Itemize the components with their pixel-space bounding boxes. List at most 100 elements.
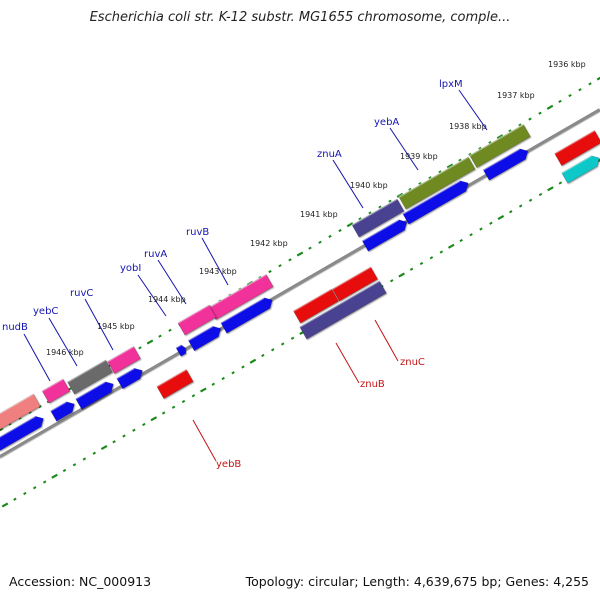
- tick-mark-top: [458, 158, 462, 162]
- kbp-label: 1940 kbp: [350, 181, 388, 190]
- cds-arrow-highlight: [116, 367, 135, 380]
- gene-block-nudb-highlight: [41, 378, 64, 392]
- kbp-label: 1941 kbp: [300, 210, 338, 219]
- topology-text: Topology: circular; Length: 4,639,675 bp…: [245, 574, 589, 589]
- gene-block-znua: [351, 198, 405, 238]
- gene-block-znuc-2-highlight: [292, 288, 333, 312]
- tick-mark-bottom: [280, 342, 285, 346]
- gene-label-nudb[interactable]: nudB: [2, 322, 28, 333]
- tick-mark-bottom: [538, 192, 543, 197]
- tick-mark-bottom: [221, 376, 225, 381]
- gene-label-yobi[interactable]: yobI: [120, 263, 141, 274]
- tick-mark-bottom: [419, 261, 424, 266]
- gene-label-yeba[interactable]: yebA: [374, 117, 399, 128]
- gene-block-yebc-highlight: [66, 359, 107, 383]
- tick-mark-bottom: [290, 336, 295, 340]
- tick-mark-top: [328, 234, 332, 238]
- tick-mark-top: [446, 163, 454, 169]
- tick-mark-bottom: [469, 233, 473, 237]
- tick-mark-bottom: [518, 204, 523, 208]
- tick-mark-top: [246, 280, 254, 286]
- cds-arrow: [187, 325, 222, 352]
- gene-label-znua[interactable]: znuA: [317, 149, 342, 160]
- leader-line: [389, 127, 419, 171]
- tick-mark-top: [568, 94, 572, 98]
- cds-arrow-highlight: [187, 325, 214, 342]
- tick-mark-top: [18, 416, 22, 420]
- gene-block-yebb-highlight: [156, 368, 187, 388]
- gene-block-yebb: [156, 368, 194, 400]
- tick-mark-bottom: [191, 394, 196, 398]
- tick-mark-top: [0, 427, 4, 432]
- gene-block-ruvc: [107, 345, 141, 375]
- tick-mark-bottom: [398, 272, 405, 278]
- gene-block-left-highlight: [0, 393, 34, 415]
- gene-label-lpxm[interactable]: lpxM: [439, 79, 463, 90]
- leader-line: [335, 342, 360, 384]
- tick-mark-bottom: [132, 428, 136, 432]
- tick-mark-bottom: [51, 473, 58, 479]
- gene-block-znub: [299, 280, 387, 340]
- gene-label-ruvc[interactable]: ruvC: [70, 288, 93, 299]
- tick-mark-bottom: [23, 491, 27, 496]
- gene-block-ruva-highlight: [177, 304, 210, 324]
- tick-mark-top: [296, 251, 304, 257]
- cds-arrow-highlight: [0, 415, 36, 438]
- leader-line: [458, 89, 488, 131]
- map-title: Escherichia coli str. K-12 substr. MG165…: [89, 10, 511, 25]
- gene-label-yebb[interactable]: yebB: [216, 459, 241, 470]
- tick-mark-bottom: [241, 365, 245, 369]
- tick-mark-top: [28, 410, 32, 414]
- tick-mark-top: [538, 111, 542, 115]
- gene-label-znub[interactable]: znuB: [360, 379, 385, 390]
- gene-label-ruva[interactable]: ruvA: [144, 249, 167, 260]
- leader-line: [84, 298, 114, 351]
- tick-mark-bottom: [161, 411, 166, 415]
- tick-mark-top: [368, 211, 372, 215]
- tick-mark-top: [8, 422, 12, 426]
- gene-block-yebc: [66, 359, 114, 395]
- tick-mark-bottom: [72, 463, 77, 467]
- tick-mark-top: [308, 246, 312, 250]
- cds-arrow-highlight: [220, 296, 265, 324]
- tick-mark-bottom: [271, 348, 275, 352]
- tick-mark-top: [258, 275, 262, 280]
- tick-mark-bottom: [558, 181, 563, 185]
- tick-mark-top: [588, 82, 592, 86]
- tick-mark-bottom: [509, 210, 513, 214]
- tick-mark-top: [508, 129, 512, 133]
- cds-arrow-cyan-highlight: [561, 154, 592, 174]
- kbp-label: 1944 kbp: [148, 295, 186, 304]
- kbp-label: 1936 kbp: [548, 60, 586, 69]
- tick-mark-bottom: [82, 457, 87, 461]
- gene-block-znub-highlight: [299, 280, 380, 328]
- leader-line: [157, 259, 187, 305]
- gene-block-lpxm: [469, 123, 531, 169]
- tick-mark-bottom: [409, 267, 414, 271]
- tick-mark-top: [488, 140, 492, 145]
- kbp-label: 1943 kbp: [199, 267, 237, 276]
- accession-text: Accession: NC_000913: [9, 574, 152, 589]
- gene-label-yebc[interactable]: yebC: [33, 306, 58, 317]
- cds-arrow-cyan: [561, 155, 600, 184]
- gene-label-ruvb[interactable]: ruvB: [186, 227, 209, 238]
- tick-mark-top: [338, 228, 342, 233]
- tick-mark-top: [408, 187, 412, 192]
- tick-mark-bottom: [479, 227, 483, 231]
- tick-mark-bottom: [459, 238, 463, 243]
- kbp-label: 1946 kbp: [46, 348, 84, 357]
- tick-mark-top: [278, 264, 282, 268]
- feature-track: [0, 123, 600, 451]
- gene-block-ruvb-highlight: [208, 273, 267, 309]
- gene-block-ruvc-highlight: [107, 345, 134, 363]
- tick-mark-top: [158, 334, 162, 338]
- tick-mark-top: [388, 199, 392, 203]
- gene-label-znuc[interactable]: znuC: [400, 357, 425, 368]
- tick-mark-bottom: [13, 497, 17, 501]
- tick-mark-top: [596, 76, 600, 81]
- kbp-label: 1945 kbp: [97, 322, 135, 331]
- leader-line: [374, 319, 399, 362]
- cds-arrow: [116, 367, 143, 390]
